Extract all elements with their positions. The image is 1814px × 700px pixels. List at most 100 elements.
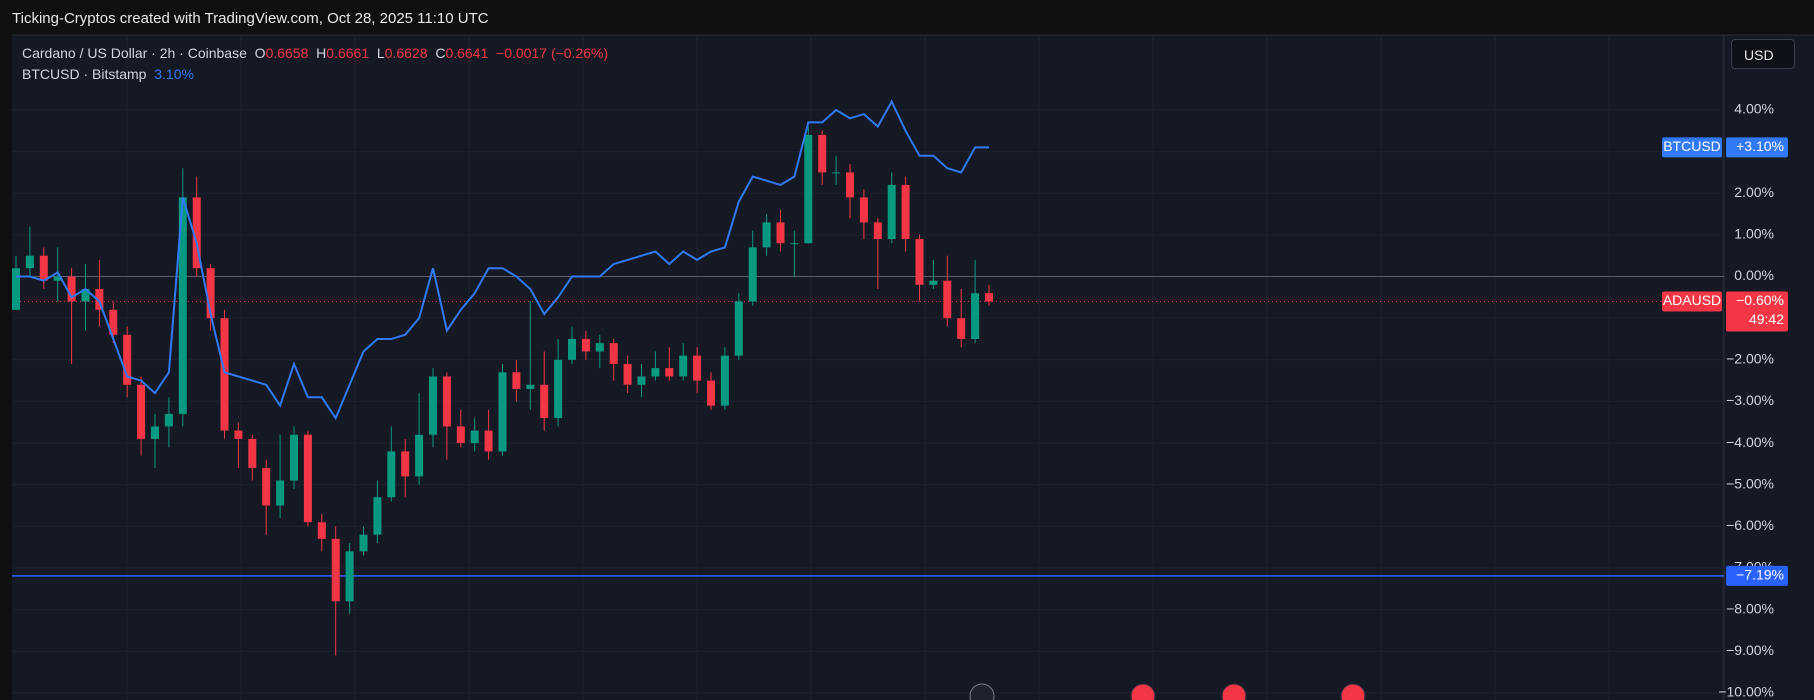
y-tick-label: −5.00% [1726, 475, 1774, 491]
candle-body [720, 355, 729, 406]
candle-body [943, 280, 952, 319]
candle-body [290, 434, 298, 481]
y-tick-label: −6.00% [1726, 517, 1774, 533]
event-icon [1130, 683, 1156, 700]
candle-body [137, 384, 146, 439]
compare-legend: BTCUSD · Bitstamp 3.10% [22, 66, 194, 82]
candle-body [859, 197, 868, 223]
chart-pane [12, 35, 1814, 700]
currency-button[interactable]: USD [1731, 39, 1795, 69]
candle-body [456, 426, 465, 444]
change: −0.0017 [496, 45, 548, 61]
ohlc-value: 0.6628 [384, 45, 428, 61]
vertical-grid [126, 35, 1724, 700]
candle-body [484, 430, 493, 452]
main-legend: Cardano / US Dollar · 2h · Coinbase O0.6… [22, 45, 608, 61]
candle-body [192, 197, 201, 269]
candle-body [651, 368, 660, 377]
candle-body [512, 372, 521, 389]
y-tick-label: 0.00% [1734, 267, 1774, 283]
hline-value-tag [1726, 565, 1788, 586]
candle-body [12, 268, 20, 310]
price-name-tag [1662, 291, 1722, 312]
compare-value-tag [1726, 137, 1788, 158]
y-tick-label: 4.00% [1734, 101, 1774, 117]
candle-body [498, 372, 507, 452]
hline-value-label: −7.19% [1736, 567, 1784, 583]
candle-body [846, 172, 854, 198]
candle-body [568, 338, 576, 360]
compare-value-label: +3.10% [1736, 138, 1784, 154]
candle-body [81, 289, 90, 302]
candle-body [581, 338, 590, 352]
candle-body [609, 343, 618, 364]
candle-body [595, 343, 604, 352]
candle-body [123, 334, 132, 385]
candle-body [693, 355, 702, 381]
candle-body [415, 434, 424, 477]
candle-body [53, 276, 62, 281]
candle-body [971, 293, 980, 339]
candle-body [915, 239, 924, 285]
candle-body [665, 368, 674, 377]
candle-body [345, 551, 354, 602]
candle-body [873, 222, 882, 240]
candle-body [164, 413, 173, 427]
candle-body [776, 222, 785, 244]
compare-name-tag [1662, 137, 1722, 158]
candle-body [429, 376, 437, 435]
y-tick-label: 2.00% [1734, 184, 1774, 200]
y-tick-label: −9.00% [1726, 642, 1774, 658]
candle-body [887, 184, 896, 240]
ohlc-value: 0.6661 [326, 45, 370, 61]
y-tick-label: −4.00% [1726, 434, 1774, 450]
y-tick-label: −10.00% [1718, 684, 1774, 700]
event-icon [1340, 683, 1366, 700]
candle-body [387, 451, 396, 498]
candle-body [206, 268, 215, 319]
candle-body [276, 480, 285, 506]
watermark: Ticking-Cryptos created with TradingView… [12, 10, 489, 27]
ohlc-value: 0.6658 [265, 45, 309, 61]
candle-body [234, 430, 243, 439]
compare-name: BTCUSD · Bitstamp [22, 66, 147, 82]
event-icons [969, 683, 1366, 700]
candle-body [748, 247, 757, 302]
ohlc-key: O [254, 45, 266, 61]
candle-body [373, 497, 382, 535]
change-pct: (−0.26%) [550, 45, 609, 61]
candle-body [790, 243, 799, 245]
ohlc-key: L [376, 45, 385, 61]
candle-body [220, 318, 229, 431]
candle-body [707, 380, 715, 406]
candle-body [734, 301, 743, 356]
candle-body [151, 426, 159, 439]
ohlc: O0.6658 H0.6661 L0.6628 C0.6641 [247, 45, 489, 61]
candle-body [540, 384, 549, 419]
candle-body [762, 222, 771, 248]
candle-body [95, 289, 104, 310]
y-tick-label: −3.00% [1726, 392, 1774, 408]
ohlc-key: H [316, 45, 327, 61]
candle-body [359, 534, 368, 552]
candle-body [623, 363, 632, 385]
candle-body [554, 359, 563, 419]
candle-body [470, 430, 479, 444]
price-value-label: −0.60% [1736, 292, 1784, 308]
candle-body [109, 309, 118, 335]
candle-body [901, 184, 910, 240]
candle-body [818, 134, 827, 173]
candle-body [442, 376, 451, 427]
candle-body [178, 197, 187, 414]
candle-body [317, 522, 326, 539]
event-icon [1221, 683, 1247, 700]
candle-body [248, 438, 257, 469]
candle-body [985, 293, 993, 302]
y-tick-label: −2.00% [1726, 350, 1774, 366]
ohlc-value: 0.6641 [445, 45, 489, 61]
candle-body [39, 255, 48, 281]
candle-body [25, 255, 34, 269]
candle-body [262, 468, 271, 506]
